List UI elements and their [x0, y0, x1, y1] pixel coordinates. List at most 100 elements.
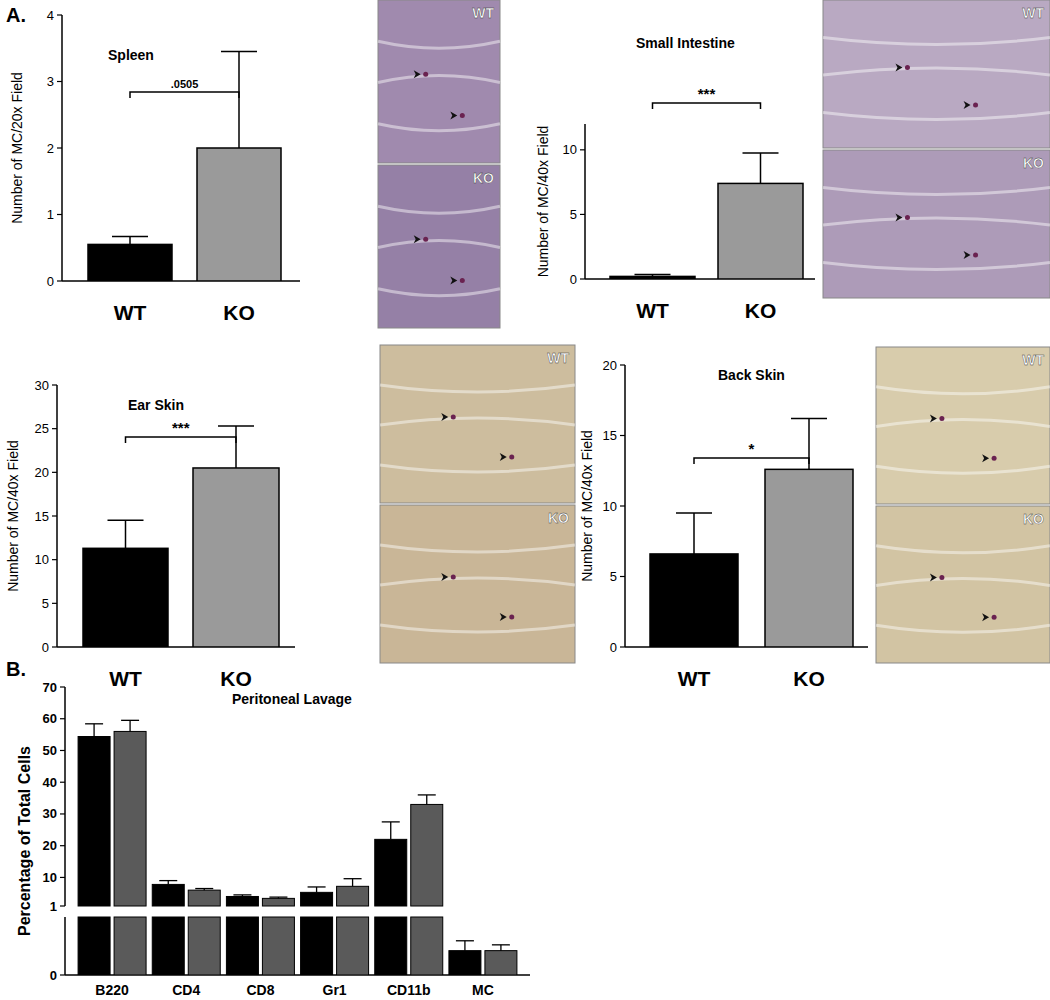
- mast-cell: [509, 615, 514, 620]
- micrograph-panel: [876, 347, 1050, 504]
- bar-upper-part: [188, 890, 220, 906]
- micrograph: WT KO: [876, 347, 1050, 663]
- bar: [188, 890, 220, 975]
- y-tick: [620, 364, 625, 365]
- bar-lower-part: [485, 951, 517, 975]
- bar-lower-part: [114, 917, 146, 975]
- y-tick-label: 5: [42, 596, 49, 611]
- y-tick-label: 10: [35, 552, 49, 567]
- y-tick-label: 4: [47, 8, 54, 23]
- bar-lower-part: [337, 917, 369, 975]
- bar-chart: SpleenNumber of MC/20x Field01234WTKO.05…: [9, 8, 300, 325]
- y-tick: [57, 14, 62, 15]
- arrowhead: [964, 251, 971, 259]
- bar: [411, 804, 443, 975]
- bar: [718, 183, 803, 279]
- bar-upper-part: [152, 884, 184, 906]
- error-stem: [352, 879, 353, 887]
- y-tick: [57, 147, 62, 148]
- mast-cell: [939, 575, 944, 580]
- bar-upper-part: [78, 737, 110, 906]
- bar: [78, 737, 110, 975]
- arrowhead: [895, 214, 902, 222]
- error-stem: [93, 724, 94, 737]
- y-tick-label: 1: [50, 899, 57, 914]
- error-cap: [344, 878, 362, 879]
- y-tick: [620, 646, 625, 647]
- error-bar: [218, 426, 254, 468]
- bar-upper-part: [262, 898, 294, 906]
- y-tick-label: 20: [43, 838, 57, 853]
- mast-cell: [905, 65, 910, 70]
- error-cap: [159, 880, 177, 881]
- micrograph-label: WT: [547, 350, 569, 366]
- tissue-structure: [380, 385, 575, 392]
- y-tick-label: 0: [570, 272, 577, 287]
- y-tick: [57, 280, 62, 281]
- error-stem: [129, 720, 130, 731]
- y-tick-label: 3: [47, 74, 54, 89]
- micrograph-label: WT: [1022, 352, 1044, 368]
- bar: [449, 951, 481, 975]
- x-tick-label: MC: [472, 982, 494, 998]
- micrograph: WT KO: [380, 345, 575, 663]
- mast-cell: [423, 72, 428, 77]
- x-tick-label: KO: [793, 667, 825, 690]
- y-tick: [52, 515, 57, 516]
- tissue-structure: [876, 420, 1050, 427]
- arrowhead: [500, 613, 507, 621]
- error-stem: [693, 513, 695, 554]
- error-bar: [85, 724, 103, 737]
- error-stem: [390, 822, 391, 839]
- chart-title: Spleen: [108, 47, 154, 63]
- y-tick: [60, 718, 65, 719]
- x-tick-label: KO: [220, 667, 252, 690]
- y-tick-label: 20: [603, 358, 617, 373]
- error-cap: [221, 51, 257, 53]
- y-tick: [60, 974, 65, 975]
- y-tick: [57, 214, 62, 215]
- error-cap: [108, 520, 144, 522]
- arrowhead: [930, 574, 937, 582]
- x-tick-label: WT: [114, 301, 147, 324]
- significance-label: ***: [172, 419, 190, 436]
- mast-cell: [451, 575, 456, 580]
- bar-chart: Small IntestineNumber of MC/40x Field051…: [535, 35, 815, 322]
- error-cap: [195, 888, 213, 889]
- y-axis-label: Number of MC/20x Field: [9, 72, 25, 224]
- y-tick: [620, 576, 625, 577]
- error-cap: [308, 886, 326, 887]
- tissue-structure: [823, 38, 1050, 45]
- y-tick-label: 60: [43, 711, 57, 726]
- mast-cell: [451, 415, 456, 420]
- error-bar: [308, 887, 326, 892]
- error-bar: [676, 513, 712, 554]
- mast-cell: [905, 215, 910, 220]
- micrograph-label: KO: [1023, 511, 1044, 527]
- mast-cell: [460, 113, 465, 118]
- significance-label: ***: [698, 85, 716, 102]
- bar: [83, 548, 168, 647]
- arrowhead: [441, 573, 448, 581]
- mast-cell: [423, 237, 428, 242]
- mast-cell: [973, 103, 978, 108]
- arrowhead: [414, 235, 421, 243]
- error-bar: [418, 795, 436, 805]
- bar-upper-part: [114, 731, 146, 906]
- y-tick: [52, 603, 57, 604]
- x-tick-label: CD4: [172, 982, 200, 998]
- micrograph-label: WT: [1022, 5, 1044, 21]
- error-cap: [418, 794, 436, 795]
- y-tick-label: 2: [47, 141, 54, 156]
- tissue-structure: [876, 387, 1050, 394]
- micrograph-label: KO: [548, 510, 569, 526]
- micrograph-label: WT: [472, 5, 494, 21]
- error-cap: [492, 944, 510, 945]
- mast-cell: [509, 455, 514, 460]
- bar: [301, 892, 333, 975]
- error-stem: [316, 887, 317, 892]
- y-tick-label: 50: [43, 743, 57, 758]
- micrograph: WTKO: [378, 0, 500, 328]
- bars: [78, 720, 517, 975]
- chart-title: Ear Skin: [128, 397, 184, 413]
